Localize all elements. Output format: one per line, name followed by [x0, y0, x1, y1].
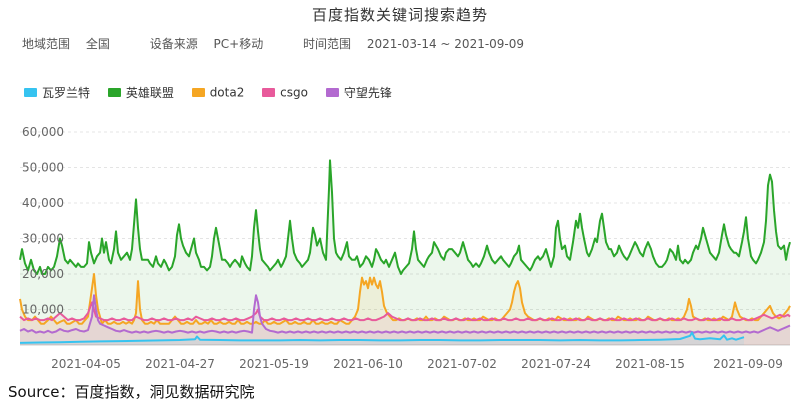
legend-swatch	[24, 88, 37, 97]
chart-legend: 瓦罗兰特 英雄联盟 dota2 csgo 守望先锋	[24, 84, 406, 101]
legend-label: 瓦罗兰特	[42, 86, 91, 100]
series-lol	[19, 159, 791, 275]
legend-item-csgo[interactable]: csgo	[262, 85, 308, 100]
x-tick-label: 2021-06-10	[333, 357, 403, 371]
y-tick-label: 50,000	[22, 161, 64, 175]
x-tick-label: 2021-08-15	[615, 357, 685, 371]
legend-label: 英雄联盟	[125, 86, 174, 100]
legend-swatch	[107, 88, 121, 97]
grid	[20, 131, 790, 346]
legend-item-lol[interactable]: 英雄联盟	[107, 84, 174, 101]
x-tick-label: 2021-07-02	[427, 357, 497, 371]
y-tick-label: 10,000	[22, 303, 64, 317]
time-value: 2021-03-14 ~ 2021-09-09	[366, 37, 525, 51]
y-tick-label: 30,000	[22, 232, 64, 246]
legend-label: dota2	[209, 85, 245, 100]
device-label: 设备来源	[149, 37, 198, 51]
x-tick-label: 2021-07-24	[521, 357, 591, 371]
x-tick-label: 2021-09-09	[713, 357, 783, 371]
source-note: Source：百度指数，洞见数据研究院	[8, 383, 255, 401]
x-axis: 2021-04-05 2021-04-27 2021-05-19 2021-06-10…	[51, 357, 783, 371]
series-watarant	[19, 331, 745, 344]
x-tick-label: 2021-04-27	[145, 357, 215, 371]
series-overwatch	[19, 294, 791, 334]
y-tick-label: 20,000	[22, 267, 64, 281]
time-label: 时间范围	[303, 37, 352, 51]
series-lol-area	[20, 160, 790, 345]
y-tick-label: 60,000	[22, 125, 64, 139]
legend-swatch	[191, 88, 205, 98]
chart-title: 百度指数关键词搜索趋势	[311, 6, 488, 24]
x-tick-label: 2021-04-05	[51, 357, 121, 371]
region-label: 地域范围	[22, 37, 71, 51]
series-lines	[19, 159, 791, 344]
region-value: 全国	[85, 37, 110, 51]
legend-swatch	[325, 88, 339, 97]
legend-swatch	[262, 88, 276, 98]
device-value: PC+移动	[213, 37, 264, 51]
query-meta: 地域范围 全国 设备来源 PC+移动 时间范围 2021-03-14 ~ 202…	[22, 35, 536, 52]
legend-label: 守望先锋	[343, 86, 392, 100]
series-dota2-area	[20, 274, 790, 345]
series-watarant-area	[20, 332, 744, 345]
series-csgo-area	[20, 302, 790, 345]
legend-item-dota2[interactable]: dota2	[191, 85, 245, 100]
y-axis: 60,000 50,000 40,000 30,000 20,000 10,000	[22, 125, 64, 317]
x-tick-label: 2021-05-19	[239, 357, 309, 371]
legend-item-watarant[interactable]: 瓦罗兰特	[24, 84, 90, 101]
legend-item-overwatch[interactable]: 守望先锋	[325, 84, 392, 101]
series-csgo	[19, 301, 791, 322]
legend-label: csgo	[280, 85, 308, 100]
y-tick-label: 40,000	[22, 196, 64, 210]
